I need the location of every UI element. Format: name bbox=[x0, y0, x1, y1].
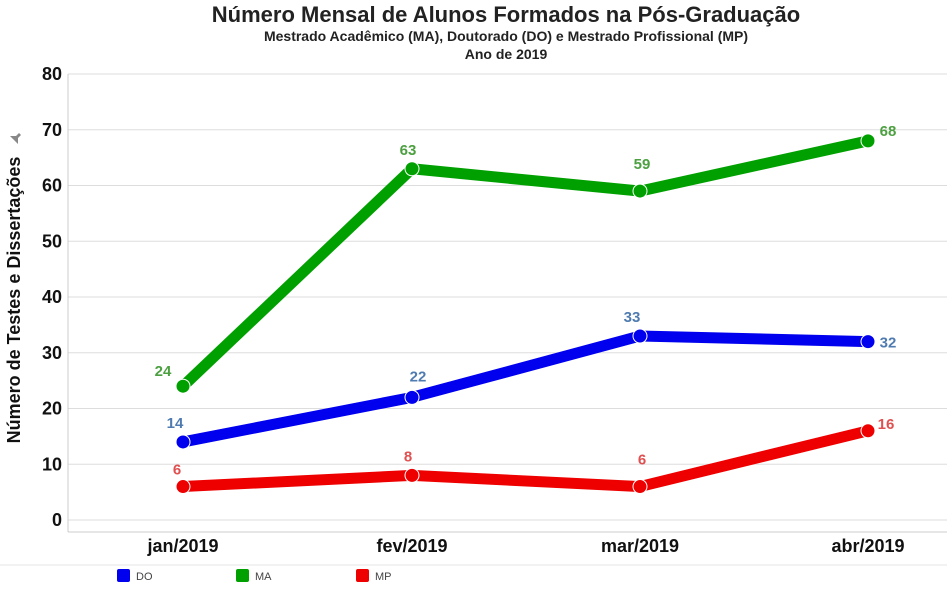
legend-item-ma[interactable]: MA bbox=[236, 569, 272, 583]
data-point[interactable] bbox=[175, 378, 191, 394]
data-point[interactable] bbox=[632, 183, 648, 199]
chart-title: Número Mensal de Alunos Formados na Pós-… bbox=[211, 2, 801, 27]
data-label: 63 bbox=[400, 142, 417, 159]
data-label: 14 bbox=[167, 415, 184, 432]
y-tick-label: 80 bbox=[42, 64, 62, 84]
data-label: 6 bbox=[173, 462, 181, 479]
grid-lines bbox=[67, 73, 947, 533]
legend-item-mp[interactable]: MP bbox=[356, 569, 392, 583]
y-tick-label: 20 bbox=[42, 399, 62, 419]
legend-item-do[interactable]: DO bbox=[117, 569, 153, 583]
data-point[interactable] bbox=[860, 133, 876, 149]
data-point[interactable] bbox=[860, 423, 876, 439]
y-tick-label: 30 bbox=[42, 343, 62, 363]
data-label: 16 bbox=[878, 416, 895, 433]
chart-subtitle: Mestrado Acadêmico (MA), Doutorado (DO) … bbox=[263, 28, 749, 44]
x-tick-label: abr/2019 bbox=[831, 536, 904, 556]
legend-label: MP bbox=[375, 571, 392, 583]
legend-swatch bbox=[356, 569, 369, 582]
series-do: 14 22 33 32 bbox=[167, 309, 897, 450]
y-tick-label: 70 bbox=[42, 120, 62, 140]
legend-swatch bbox=[236, 569, 249, 582]
data-point[interactable] bbox=[404, 161, 420, 177]
data-label: 8 bbox=[404, 448, 412, 465]
x-tick-label: mar/2019 bbox=[601, 536, 679, 556]
y-axis-ticks: 0 10 20 30 40 50 60 70 80 bbox=[42, 64, 62, 530]
data-point[interactable] bbox=[175, 479, 191, 495]
series-line-mp bbox=[177, 425, 874, 493]
y-tick-label: 50 bbox=[42, 231, 62, 251]
series-line-ma bbox=[177, 135, 874, 392]
y-axis-label: Número de Testes e Dissertações bbox=[4, 157, 24, 444]
data-label: 24 bbox=[155, 363, 172, 380]
data-label: 59 bbox=[634, 156, 651, 173]
data-label: 32 bbox=[880, 335, 897, 352]
data-point[interactable] bbox=[860, 334, 876, 350]
y-tick-label: 0 bbox=[52, 510, 62, 530]
series-mp: 6 8 6 16 bbox=[173, 416, 895, 495]
x-tick-label: jan/2019 bbox=[146, 536, 218, 556]
y-tick-label: 10 bbox=[42, 454, 62, 474]
data-point[interactable] bbox=[404, 467, 420, 483]
x-axis-ticks: jan/2019 fev/2019 mar/2019 abr/2019 bbox=[146, 536, 904, 556]
x-tick-label: fev/2019 bbox=[376, 536, 447, 556]
data-point[interactable] bbox=[404, 389, 420, 405]
data-label: 6 bbox=[638, 452, 646, 469]
legend-label: MA bbox=[255, 571, 272, 583]
series-line-do bbox=[177, 330, 874, 448]
y-tick-label: 60 bbox=[42, 176, 62, 196]
y-tick-label: 40 bbox=[42, 287, 62, 307]
chart-subtitle-year: Ano de 2019 bbox=[464, 46, 548, 62]
data-point[interactable] bbox=[632, 328, 648, 344]
data-point[interactable] bbox=[175, 434, 191, 450]
legend: DO MA MP bbox=[0, 564, 947, 583]
data-label: 33 bbox=[624, 309, 641, 326]
data-label: 22 bbox=[410, 368, 427, 385]
legend-label: DO bbox=[136, 571, 153, 583]
legend-swatch bbox=[117, 569, 130, 582]
data-label: 68 bbox=[880, 123, 897, 140]
series-ma: 24 63 59 68 bbox=[155, 123, 897, 394]
pin-icon[interactable] bbox=[8, 133, 21, 144]
data-point[interactable] bbox=[632, 479, 648, 495]
